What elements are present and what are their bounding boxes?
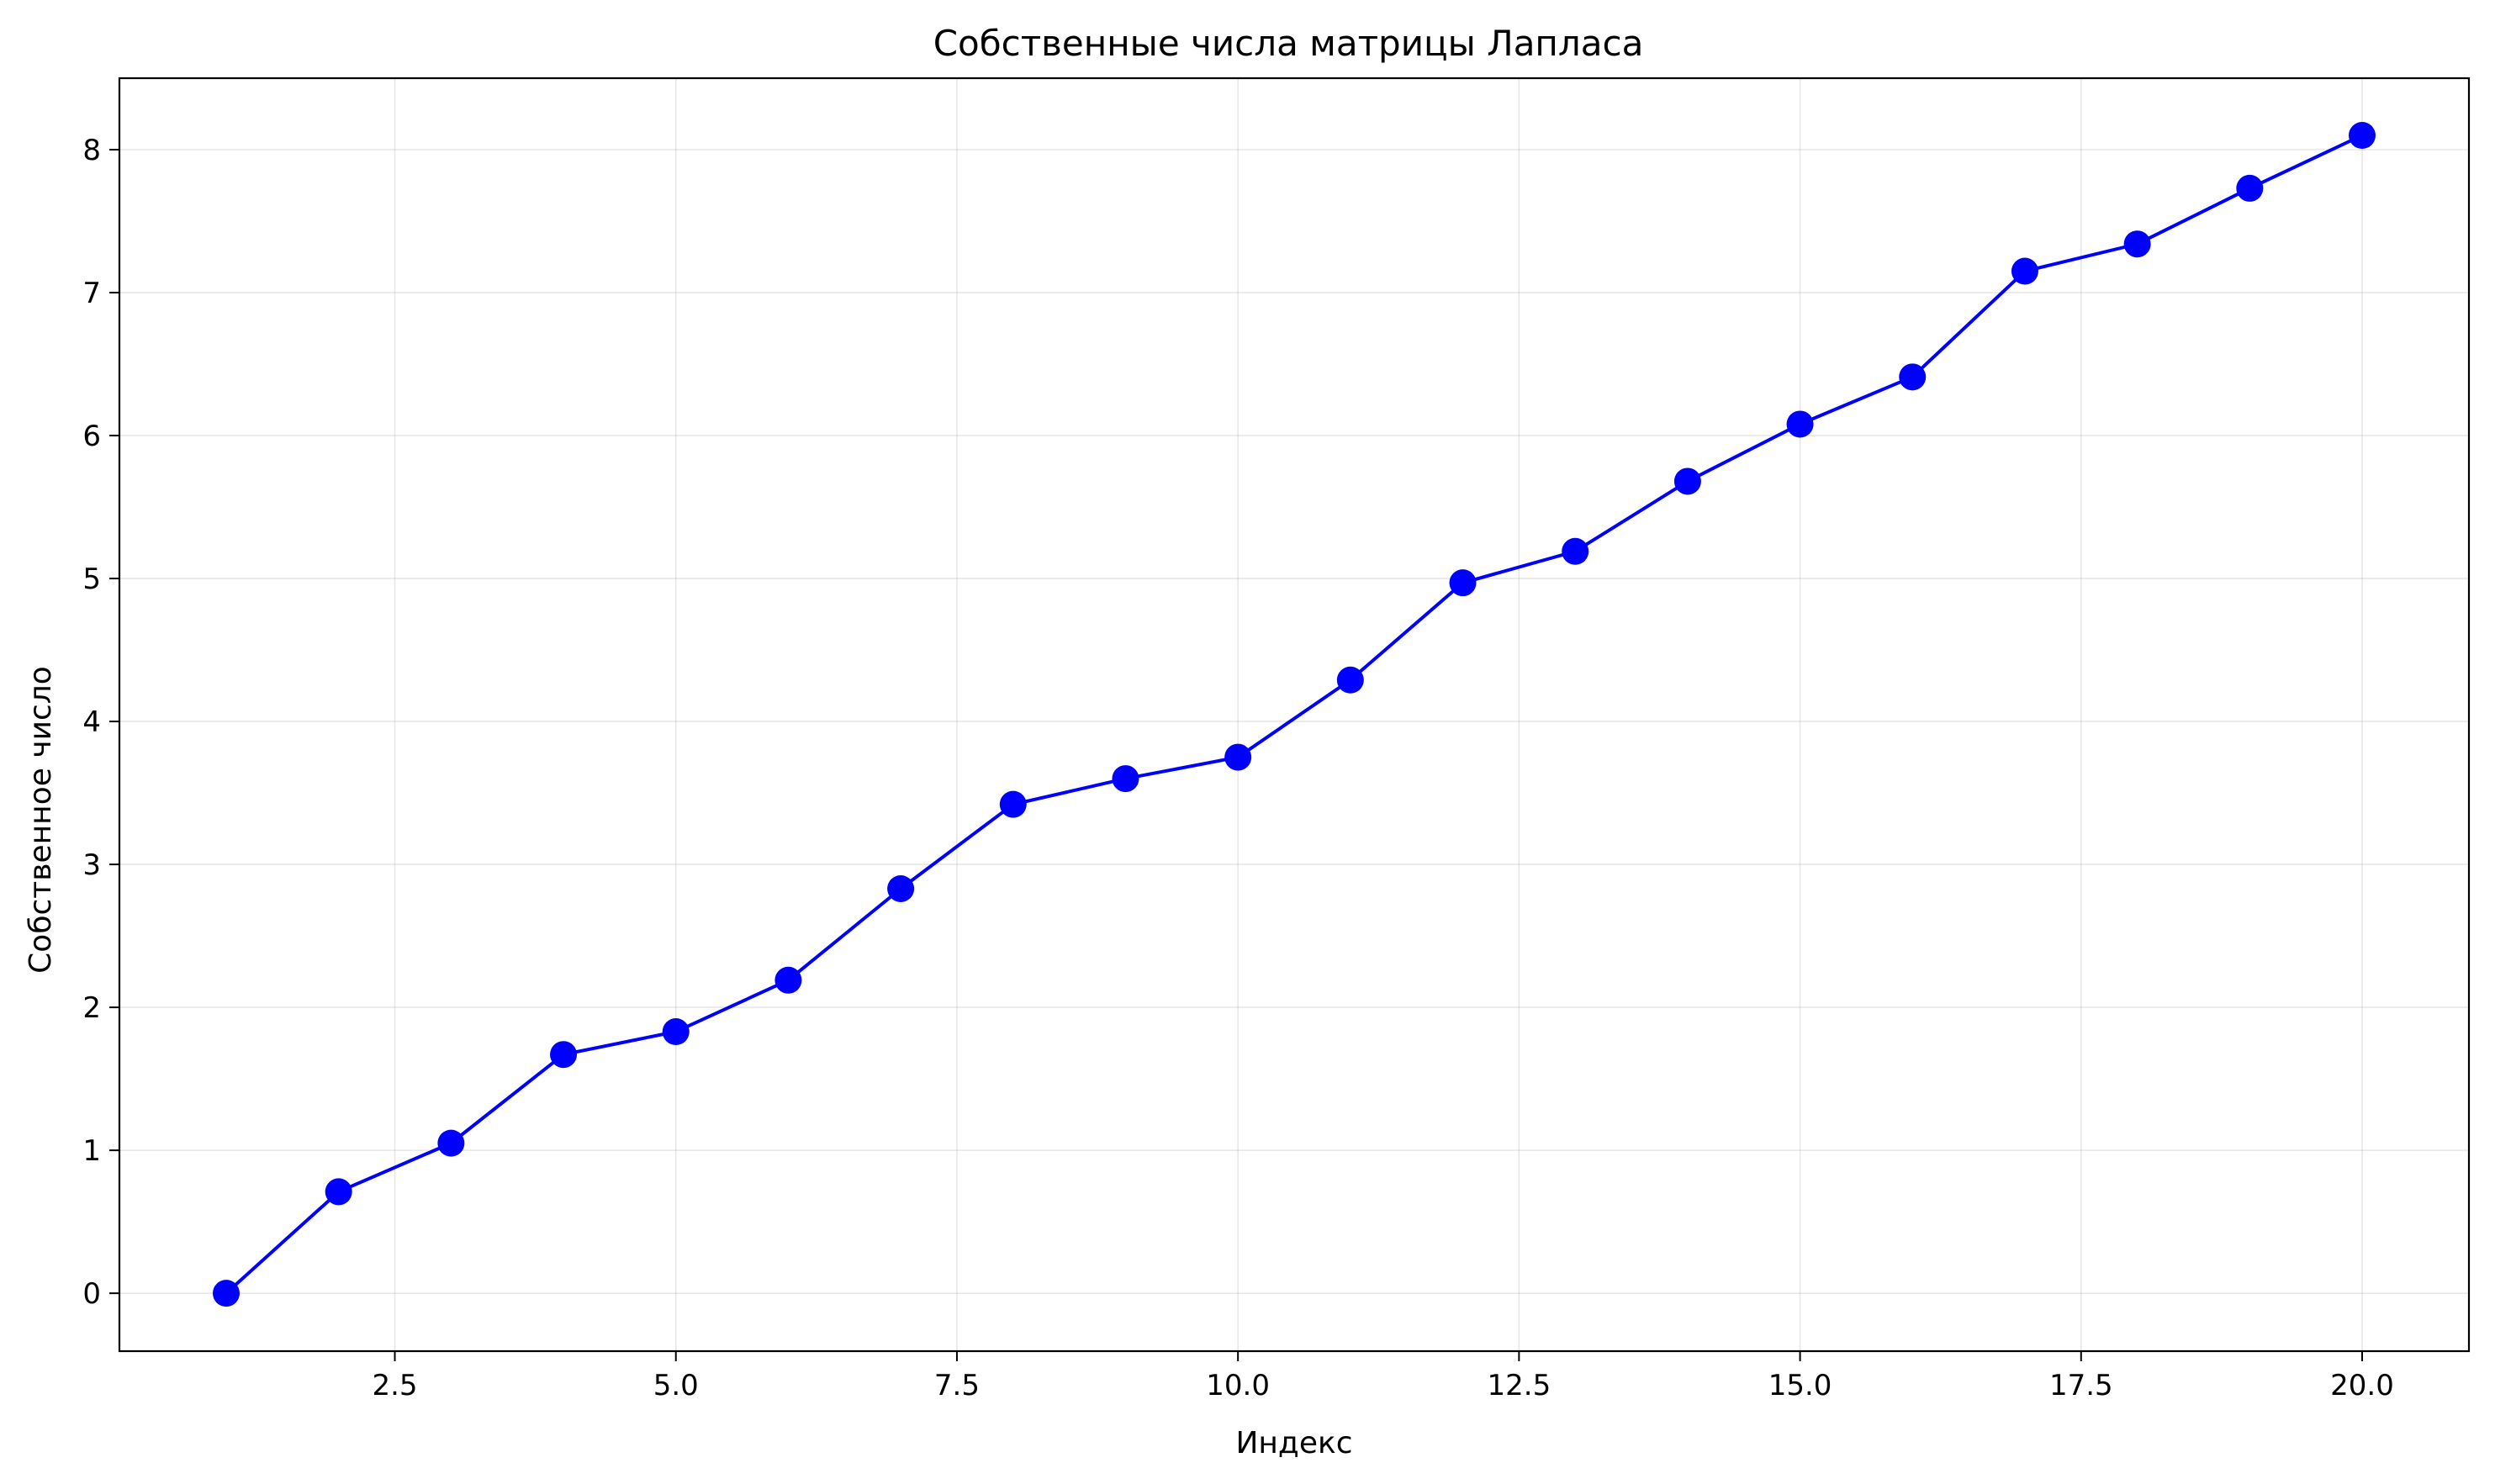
y-tick-label: 5	[82, 562, 101, 596]
y-tick-label: 1	[82, 1134, 101, 1168]
data-point	[2236, 174, 2264, 202]
chart-title: Собственные числа матрицы Лапласа	[933, 23, 1644, 64]
data-point	[1899, 363, 1927, 391]
data-point	[1336, 666, 1364, 694]
data-point	[1224, 743, 1252, 771]
plot-frame	[118, 77, 2471, 1353]
data-point	[1562, 537, 1589, 565]
x-tick-label: 10.0	[1206, 1369, 1270, 1402]
x-tick-label: 5.0	[653, 1369, 699, 1402]
data-point	[887, 874, 915, 902]
data-point	[999, 790, 1027, 818]
y-tick-label: 2	[82, 991, 101, 1025]
series-layer	[213, 122, 2376, 1307]
grid	[119, 78, 2469, 1351]
data-point	[1786, 410, 1814, 438]
data-point	[2349, 122, 2376, 150]
x-tick-label: 7.5	[934, 1369, 980, 1402]
x-axis-label: Индекс	[1235, 1426, 1352, 1460]
y-tick-label: 0	[82, 1277, 101, 1311]
y-tick-label: 3	[82, 848, 101, 882]
data-point	[550, 1041, 578, 1069]
data-point	[774, 966, 802, 994]
series-line	[225, 134, 2363, 1295]
x-tick-label: 15.0	[1768, 1369, 1832, 1402]
y-tick-label: 8	[82, 134, 101, 167]
data-point	[662, 1018, 690, 1046]
x-tick-label: 17.5	[2049, 1369, 2113, 1402]
data-point	[213, 1280, 240, 1307]
x-tick-label: 20.0	[2330, 1369, 2394, 1402]
x-axis-ticks: 2.5 5.0 7.5 10.0 12.5 15.0 17.5 20.0	[372, 1351, 2394, 1402]
data-point	[325, 1178, 352, 1206]
data-point	[1112, 765, 1139, 793]
data-point	[1673, 467, 1701, 495]
data-point	[437, 1129, 465, 1157]
x-tick-label: 2.5	[372, 1369, 417, 1402]
y-axis-label: Собственное число	[24, 666, 58, 974]
x-tick-label: 12.5	[1488, 1369, 1551, 1402]
data-point	[2123, 230, 2151, 258]
data-point	[2011, 257, 2038, 285]
y-axis-ticks: 0 1 2 3 4 5 6 7 8	[82, 134, 119, 1311]
y-tick-label: 4	[82, 705, 101, 739]
y-tick-label: 7	[82, 277, 101, 310]
y-tick-label: 6	[82, 420, 101, 453]
data-point	[1449, 569, 1477, 597]
